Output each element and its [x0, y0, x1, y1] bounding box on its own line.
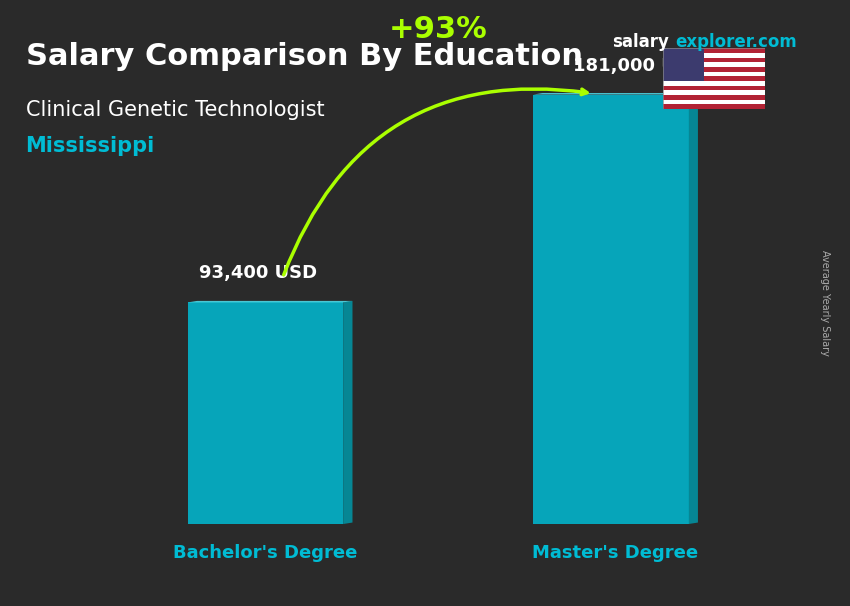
Bar	[663, 104, 765, 109]
Text: Salary Comparison By Education: Salary Comparison By Education	[26, 42, 582, 72]
Text: salary: salary	[612, 33, 669, 52]
Bar	[663, 95, 765, 100]
Bar	[663, 72, 765, 76]
Bar	[663, 48, 765, 53]
Polygon shape	[533, 93, 698, 95]
Polygon shape	[188, 302, 343, 524]
Polygon shape	[688, 93, 698, 524]
Text: Bachelor's Degree: Bachelor's Degree	[173, 544, 358, 562]
Bar	[663, 76, 765, 81]
Text: Clinical Genetic Technologist: Clinical Genetic Technologist	[26, 100, 324, 120]
Text: +93%: +93%	[388, 15, 488, 44]
Bar	[663, 67, 765, 72]
Text: 93,400 USD: 93,400 USD	[200, 264, 318, 282]
Bar	[663, 100, 765, 104]
Text: Average Yearly Salary: Average Yearly Salary	[819, 250, 830, 356]
Text: 181,000 USD: 181,000 USD	[573, 56, 704, 75]
Polygon shape	[343, 301, 353, 524]
Bar	[663, 58, 765, 62]
Bar	[663, 62, 765, 67]
Bar	[663, 48, 704, 81]
Text: Mississippi: Mississippi	[26, 136, 155, 156]
Polygon shape	[533, 95, 689, 524]
Text: explorer.com: explorer.com	[676, 33, 797, 52]
Bar	[663, 81, 765, 86]
Polygon shape	[188, 301, 353, 302]
Bar	[663, 90, 765, 95]
Bar	[663, 53, 765, 58]
Bar	[663, 86, 765, 90]
Text: Master's Degree: Master's Degree	[532, 544, 699, 562]
